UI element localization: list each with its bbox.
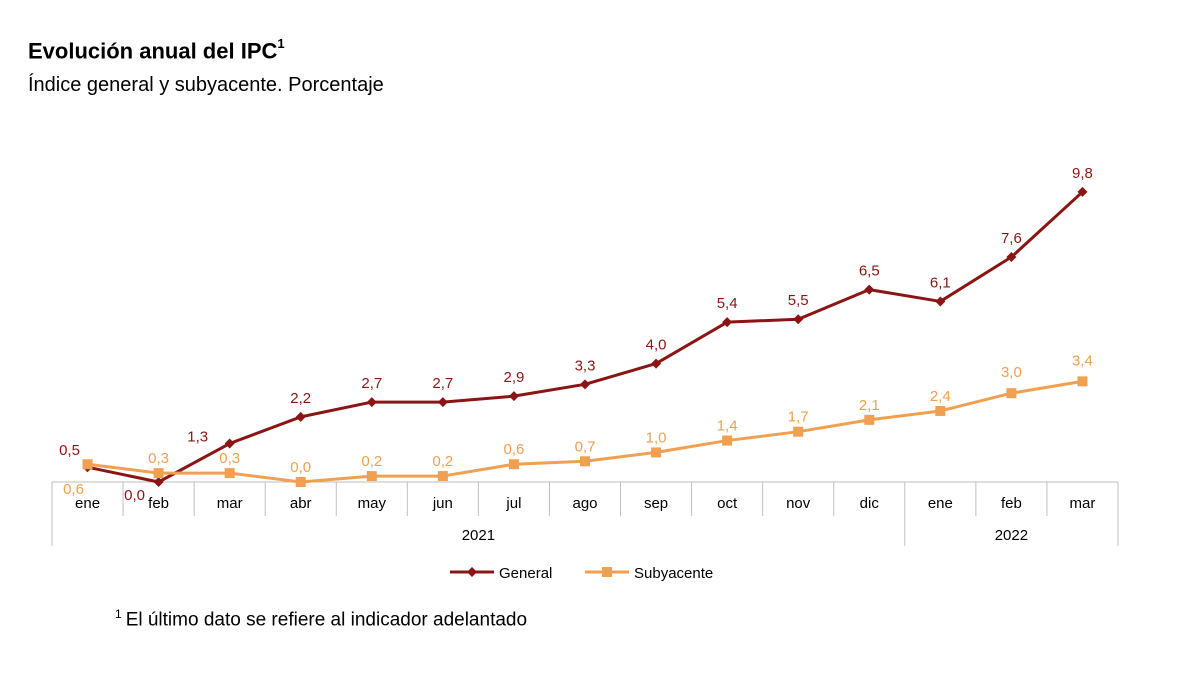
x-tick-label: ene (75, 495, 100, 512)
data-label-general: 9,8 (1072, 165, 1093, 182)
data-label-subyacente: 1,4 (717, 418, 738, 435)
data-point-subyacente (935, 405, 946, 416)
x-tick-label: oct (717, 495, 738, 512)
data-label-general: 5,4 (717, 295, 738, 312)
data-label-subyacente: 0,0 (290, 459, 311, 476)
data-point-subyacente (508, 459, 519, 470)
x-tick-label: abr (290, 495, 312, 512)
x-group-label: 2021 (462, 527, 495, 544)
data-label-subyacente: 0,3 (219, 450, 240, 467)
chart-title: Evolución anual del IPC1 (28, 36, 285, 64)
data-label-general: 4,0 (646, 337, 667, 354)
data-point-general (1077, 186, 1088, 197)
data-label-general: 5,5 (788, 292, 809, 309)
chart-subtitle: Índice general y subyacente. Porcentaje (28, 74, 384, 96)
data-point-subyacente (437, 471, 448, 482)
data-label-subyacente: 2,1 (859, 397, 880, 414)
line-chart: ene feb mar abr may jun jul ago sep oct nov dic ene f… (51, 165, 1119, 582)
data-point-subyacente (651, 447, 662, 458)
data-label-general: 6,1 (930, 274, 951, 291)
footnote-text: El último dato se refiere al indicador a… (125, 609, 528, 631)
data-point-subyacente (366, 471, 377, 482)
data-label-subyacente: 1,0 (646, 429, 667, 446)
data-point-general (793, 314, 804, 325)
data-point-general (864, 284, 875, 295)
data-label-subyacente: 0,2 (432, 453, 453, 470)
data-point-general (580, 379, 590, 390)
data-point-general (651, 358, 662, 369)
footnote: 1 El último dato se refiere al indicador … (115, 607, 527, 631)
legend-label-general: General (499, 565, 552, 582)
data-point-subyacente (793, 426, 804, 437)
legend-marker-subyacente (602, 567, 612, 577)
data-point-general (935, 296, 946, 307)
x-tick-label: mar (1070, 495, 1096, 512)
data-label-general: 1,3 (187, 429, 208, 446)
data-label-general: 2,2 (290, 390, 311, 407)
data-label-subyacente: 2,4 (930, 388, 951, 405)
x-tick-label: ene (928, 495, 953, 512)
data-point-subyacente (295, 477, 306, 487)
data-point-subyacente (864, 414, 875, 425)
data-point-general (153, 477, 164, 487)
data-point-general (508, 391, 519, 402)
data-label-subyacente: 0,6 (63, 481, 84, 498)
data-label-subyacente: 0,3 (148, 450, 169, 467)
x-tick-label: mar (217, 495, 243, 512)
data-point-subyacente (224, 468, 235, 479)
x-tick-label: feb (1001, 495, 1022, 512)
x-tick-label: dic (860, 495, 880, 512)
data-point-general (295, 411, 306, 422)
x-tick-label: jul (505, 495, 521, 512)
data-label-general: 0,0 (124, 487, 145, 504)
data-point-subyacente (153, 468, 164, 479)
data-label-subyacente: 0,7 (575, 438, 596, 455)
data-point-subyacente (82, 459, 93, 470)
data-label-general: 6,5 (859, 263, 880, 280)
data-label-general: 3,3 (575, 357, 596, 374)
legend-marker-general (467, 567, 477, 577)
data-label-subyacente: 1,7 (788, 409, 809, 426)
data-point-general (366, 397, 377, 408)
legend-label-subyacente: Subyacente (634, 565, 713, 582)
data-point-subyacente (1006, 388, 1017, 399)
data-label-subyacente: 0,2 (361, 453, 382, 470)
data-point-general (224, 438, 235, 449)
data-point-general (1006, 252, 1017, 263)
title-footnote-mark: 1 (277, 36, 285, 51)
x-tick-label: feb (148, 495, 169, 512)
data-label-general: 2,7 (432, 375, 453, 392)
footnote-mark: 1 (115, 607, 122, 621)
data-point-general (722, 317, 733, 328)
data-point-subyacente (1077, 376, 1088, 387)
data-point-subyacente (722, 435, 733, 446)
data-point-general (437, 397, 448, 408)
x-tick-label: nov (786, 495, 811, 512)
data-label-subyacente: 0,6 (504, 441, 525, 458)
data-label-general: 2,9 (504, 369, 525, 386)
x-group-label: 2022 (995, 527, 1028, 544)
x-tick-label: sep (644, 495, 668, 512)
data-label-subyacente: 3,4 (1072, 352, 1093, 369)
x-tick-label: jun (432, 495, 453, 512)
data-point-subyacente (580, 456, 590, 467)
data-label-subyacente: 3,0 (1001, 364, 1022, 381)
data-label-general: 0,5 (59, 442, 80, 459)
data-label-general: 2,7 (361, 375, 382, 392)
x-tick-label: ago (572, 495, 597, 512)
data-label-general: 7,6 (1001, 230, 1022, 247)
x-tick-label: may (358, 495, 387, 512)
